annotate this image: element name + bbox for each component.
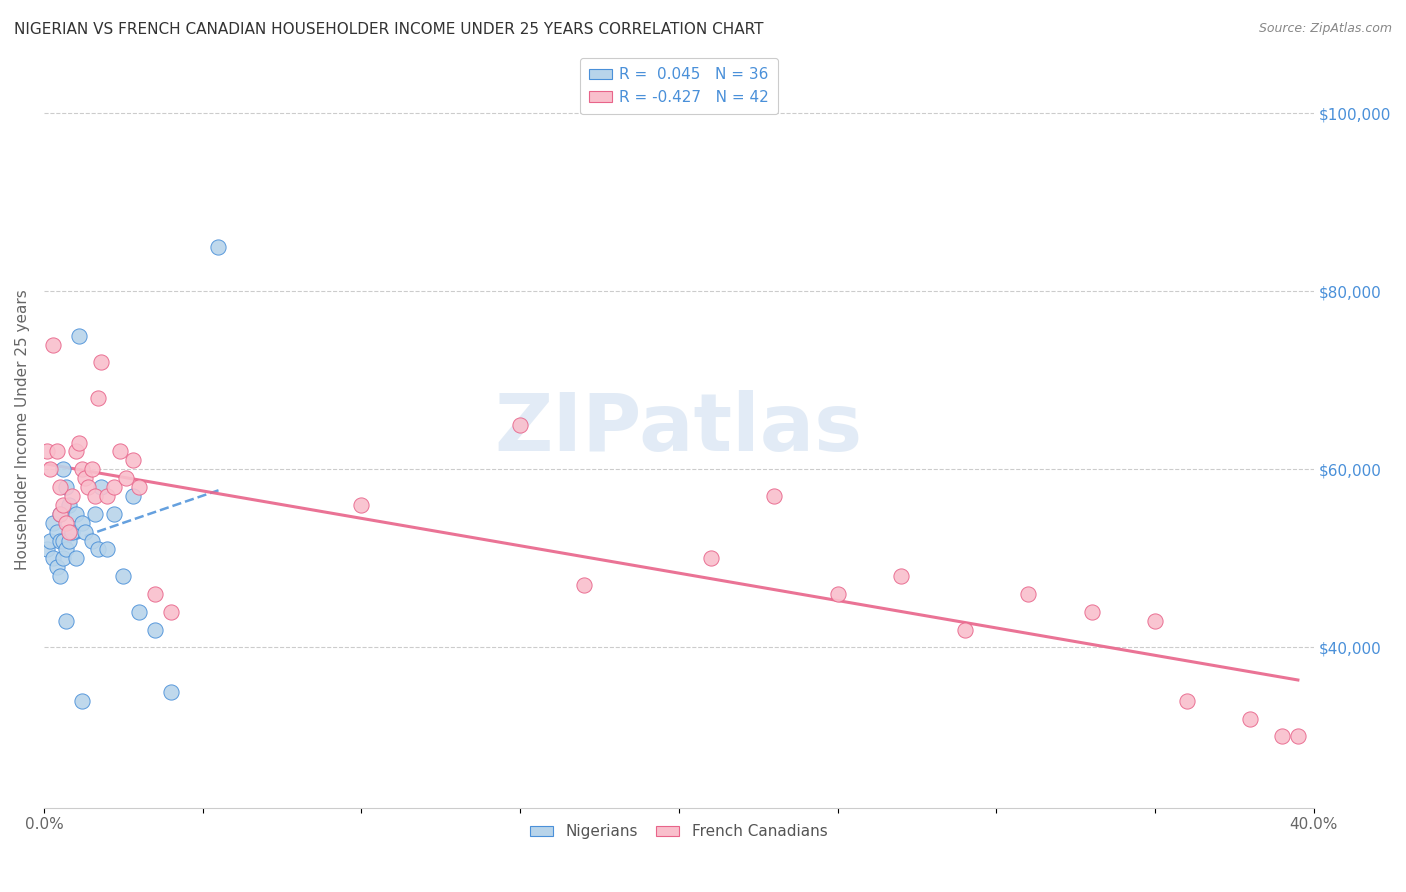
Point	[115, 471, 138, 485]
Point	[90, 355, 112, 369]
Point	[699, 551, 721, 566]
Text: NIGERIAN VS FRENCH CANADIAN HOUSEHOLDER INCOME UNDER 25 YEARS CORRELATION CHART: NIGERIAN VS FRENCH CANADIAN HOUSEHOLDER …	[14, 22, 763, 37]
Point	[42, 516, 65, 530]
Point	[108, 444, 131, 458]
Point	[70, 516, 93, 530]
Text: ZIPatlas: ZIPatlas	[495, 390, 863, 468]
Point	[143, 587, 166, 601]
Point	[39, 462, 62, 476]
Point	[121, 453, 143, 467]
Point	[65, 507, 87, 521]
Point	[1239, 712, 1261, 726]
Point	[572, 578, 595, 592]
Point	[75, 471, 97, 485]
Point	[112, 569, 135, 583]
Point	[45, 524, 67, 539]
Point	[77, 480, 100, 494]
Point	[96, 542, 118, 557]
Point	[1286, 730, 1309, 744]
Point	[75, 524, 97, 539]
Point	[45, 560, 67, 574]
Point	[128, 605, 150, 619]
Point	[65, 444, 87, 458]
Point	[1175, 694, 1198, 708]
Point	[1017, 587, 1039, 601]
Legend: Nigerians, French Canadians: Nigerians, French Canadians	[524, 818, 834, 846]
Point	[55, 480, 77, 494]
Point	[52, 551, 75, 566]
Point	[83, 489, 105, 503]
Point	[96, 489, 118, 503]
Point	[90, 480, 112, 494]
Point	[80, 462, 103, 476]
Point	[49, 507, 72, 521]
Point	[128, 480, 150, 494]
Point	[83, 507, 105, 521]
Point	[87, 542, 110, 557]
Point	[49, 533, 72, 548]
Point	[103, 507, 125, 521]
Point	[45, 444, 67, 458]
Point	[1080, 605, 1102, 619]
Y-axis label: Householder Income Under 25 years: Householder Income Under 25 years	[15, 289, 30, 570]
Point	[70, 462, 93, 476]
Point	[58, 524, 80, 539]
Point	[49, 569, 72, 583]
Point	[160, 685, 183, 699]
Point	[35, 542, 58, 557]
Point	[62, 524, 84, 539]
Point	[62, 489, 84, 503]
Point	[67, 328, 90, 343]
Point	[52, 498, 75, 512]
Point	[42, 551, 65, 566]
Point	[350, 498, 373, 512]
Point	[103, 480, 125, 494]
Point	[143, 623, 166, 637]
Point	[55, 614, 77, 628]
Point	[827, 587, 849, 601]
Point	[42, 337, 65, 351]
Point	[890, 569, 912, 583]
Point	[1271, 730, 1294, 744]
Point	[58, 498, 80, 512]
Point	[80, 533, 103, 548]
Point	[67, 435, 90, 450]
Point	[49, 507, 72, 521]
Point	[70, 694, 93, 708]
Point	[35, 444, 58, 458]
Point	[121, 489, 143, 503]
Point	[39, 533, 62, 548]
Point	[49, 480, 72, 494]
Point	[52, 533, 75, 548]
Point	[160, 605, 183, 619]
Point	[763, 489, 786, 503]
Point	[207, 239, 229, 253]
Point	[65, 551, 87, 566]
Point	[509, 417, 531, 432]
Point	[52, 462, 75, 476]
Point	[87, 391, 110, 405]
Point	[55, 542, 77, 557]
Text: Source: ZipAtlas.com: Source: ZipAtlas.com	[1258, 22, 1392, 36]
Point	[953, 623, 976, 637]
Point	[58, 533, 80, 548]
Point	[55, 516, 77, 530]
Point	[1144, 614, 1167, 628]
